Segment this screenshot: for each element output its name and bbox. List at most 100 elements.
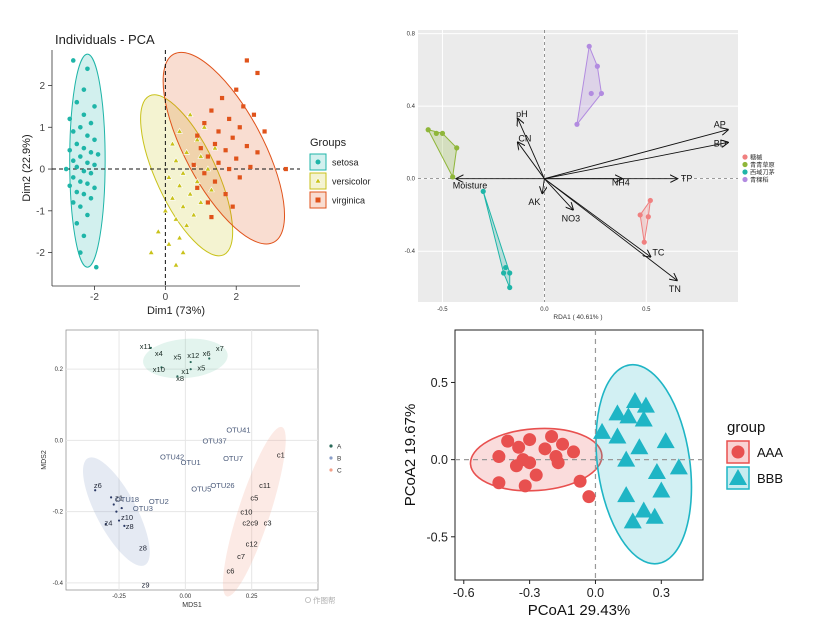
- pca-point-virginica: [255, 70, 260, 76]
- pcoa-point-BBB: [630, 438, 649, 455]
- rda-arrow-label: CN: [518, 133, 531, 143]
- pcoa-legend-marker: [731, 445, 745, 459]
- pca-point-versicolor: [208, 186, 215, 193]
- pca-point-virginica: [202, 171, 207, 176]
- pca-point-versicolor: [179, 203, 187, 209]
- pcoa-point-AAA: [501, 434, 515, 448]
- pcoa-point-BBB: [652, 481, 671, 498]
- pca-point-setosa: [93, 264, 99, 270]
- pca-point-virginica: [248, 164, 253, 170]
- pcoa-point-AAA: [573, 474, 587, 488]
- pca-point-setosa: [92, 137, 97, 143]
- pcoa-point-BBB: [593, 422, 612, 439]
- rda-arrow-BD: [544, 142, 727, 180]
- pca-point-virginica: [209, 108, 214, 113]
- pca-point-setosa: [81, 168, 87, 174]
- pcoa-legend-label: BBB: [757, 471, 783, 486]
- pca-point-versicolor: [172, 261, 180, 268]
- pca-legend-label: versicolor: [332, 177, 371, 187]
- nmds-legend-marker: [329, 468, 333, 472]
- pca-point-versicolor: [197, 152, 205, 159]
- rda-arrow-label: pH: [516, 109, 528, 119]
- pca-point-versicolor: [165, 240, 173, 247]
- pca-x-tick-label: -2: [90, 292, 99, 303]
- pca-point-versicolor: [183, 148, 190, 155]
- pcoa-point-BBB: [656, 432, 675, 449]
- nmds-point-A: [160, 366, 163, 369]
- pca-point-setosa: [88, 120, 94, 126]
- pca-legend-label: virginica: [332, 196, 365, 206]
- rda-y-tick-label: 0.0: [407, 177, 416, 183]
- nmds-label: c9: [250, 518, 258, 527]
- nmds-y-tick-label: 0.2: [55, 367, 64, 373]
- pcoa-y-tick-label: -0.5: [426, 530, 448, 544]
- nmds-point-A: [189, 360, 192, 364]
- nmds-label: c7: [237, 552, 245, 561]
- rda-y-tick-label: 0.8: [407, 32, 416, 38]
- pca-point-virginica: [216, 160, 221, 165]
- pca-point-setosa: [78, 179, 83, 184]
- pca-point-virginica: [227, 166, 232, 172]
- nmds-y-tick-label: 0.0: [55, 438, 64, 444]
- pcoa-point-BBB: [617, 450, 636, 467]
- nmds-label: OTU37: [202, 436, 226, 445]
- rda-point-青稞稻: [594, 63, 600, 69]
- nmds-label: x7: [216, 344, 224, 353]
- nmds-point-B: [112, 503, 115, 506]
- pcoa-point-BBB: [608, 404, 627, 421]
- pca-point-versicolor: [186, 190, 194, 197]
- pcoa-legend-marker: [729, 469, 747, 485]
- pca-point-setosa: [85, 160, 90, 166]
- rda-point-青青草原: [433, 130, 439, 136]
- rda-arrow-label: TC: [652, 248, 664, 258]
- pcoa-point-BBB: [617, 486, 636, 503]
- nmds-label: x5: [197, 363, 205, 372]
- nmds-label: x8: [176, 374, 184, 383]
- rda-panel: -0.5 0.0 0.5 0.8 0.4 0.0 -0.4 RDA1 ( 40.61% ) AP…: [405, 30, 775, 321]
- nmds-point-B: [120, 506, 123, 510]
- nmds-legend-label: A: [337, 444, 342, 451]
- nmds-label: z8: [139, 543, 147, 552]
- pca-point-virginica: [230, 204, 235, 209]
- pca-point-setosa: [88, 150, 94, 155]
- pca-point-versicolor: [162, 207, 169, 214]
- pca-point-setosa: [81, 233, 87, 239]
- nmds-point-B: [123, 524, 126, 527]
- pca-point-versicolor: [190, 211, 198, 218]
- rda-arrow-label: AK: [528, 197, 540, 207]
- rda-y-tick-label: 0.4: [407, 104, 416, 110]
- pca-point-versicolor: [165, 173, 173, 180]
- pca-point-setosa: [67, 147, 73, 153]
- pcoa-point-BBB: [669, 458, 688, 475]
- rda-legend-label: 西域刀茅: [750, 168, 775, 176]
- rda-arrow-label: BD: [714, 138, 727, 148]
- rda-legend-label: 青青草原: [750, 161, 775, 169]
- rda-point-西域刀茅: [507, 284, 513, 291]
- pca-point-setosa: [85, 181, 90, 186]
- pca-point-versicolor: [211, 144, 219, 151]
- pcoa-point-AAA: [523, 456, 537, 470]
- nmds-label: OTU7: [223, 454, 243, 463]
- rda-point-青青草原: [439, 130, 446, 136]
- pca-point-virginica: [205, 154, 210, 159]
- nmds-label: OTU1: [181, 458, 201, 467]
- pca-point-setosa: [81, 87, 87, 92]
- pca-point-setosa: [74, 99, 80, 105]
- nmds-point-B: [115, 510, 118, 513]
- pca-point-versicolor: [172, 215, 180, 222]
- rda-arrow-label: TN: [669, 284, 681, 294]
- nmds-label: OTU26: [210, 481, 234, 490]
- nmds-y-tick-label: -0.2: [53, 510, 64, 516]
- pca-point-versicolor: [179, 169, 187, 176]
- pca-title: Individuals - PCA: [55, 32, 155, 47]
- pca-point-setosa: [70, 58, 76, 63]
- pca-point-virginica: [198, 146, 203, 151]
- pcoa-point-BBB: [623, 512, 642, 529]
- nmds-label: z1: [115, 493, 123, 502]
- nmds-legend-label: C: [337, 468, 342, 475]
- nmds-x-tick-label: 0.00: [180, 594, 192, 600]
- nmds-x-label: MDS1: [182, 602, 202, 609]
- pcoa-y-label: PCoA2 19.67%: [402, 404, 419, 507]
- pca-point-versicolor: [176, 127, 183, 134]
- nmds-label: c11: [259, 481, 271, 490]
